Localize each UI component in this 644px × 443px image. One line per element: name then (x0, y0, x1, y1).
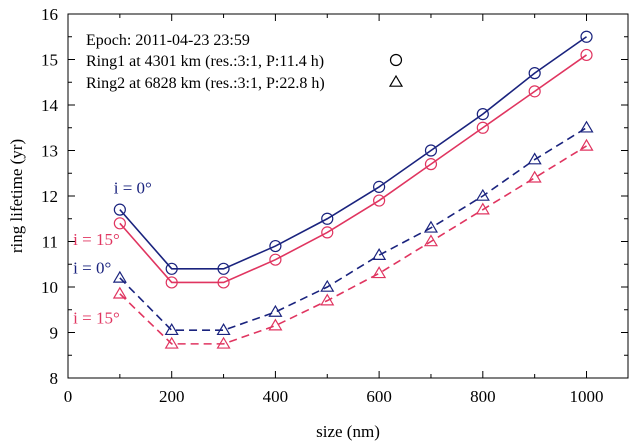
x-tick-label: 200 (159, 387, 185, 406)
series-group (112, 30, 594, 349)
triangle-marker (388, 74, 404, 87)
inclination-label: i = 0° (114, 179, 152, 198)
triangle-marker (372, 266, 387, 279)
triangle-marker (216, 336, 231, 349)
triangle-marker (320, 279, 335, 292)
x-axis-title: size (nm) (316, 422, 380, 441)
triangle-marker (268, 304, 283, 317)
circle-marker (528, 85, 541, 98)
y-tick-label: 9 (50, 324, 59, 343)
triangle-marker (268, 318, 283, 331)
inclination-label: i = 15° (73, 230, 120, 249)
triangle-marker (320, 293, 335, 306)
circle-marker (269, 253, 282, 266)
triangle-marker (475, 202, 490, 215)
triangle-marker (216, 323, 231, 336)
triangle-marker (527, 152, 542, 165)
triangle-marker (527, 170, 542, 183)
triangle-marker (475, 188, 490, 201)
series-ring1-i15 (113, 48, 593, 289)
triangle-marker (423, 234, 439, 247)
legend-entry-label: Ring2 at 6828 km (res.:3:1, P:22.8 h) (86, 75, 325, 92)
circle-marker (528, 67, 541, 80)
y-tick-label: 13 (41, 142, 58, 161)
series-line (119, 54, 587, 284)
circle-marker (113, 217, 126, 230)
circle-marker (373, 194, 386, 207)
circle-marker (424, 158, 438, 171)
y-tick-label: 11 (42, 233, 58, 252)
legend: Epoch: 2011-04-23 23:59 Ring1 at 4301 km … (86, 32, 404, 92)
circle-marker (217, 262, 230, 275)
circle-marker (321, 226, 334, 239)
series-ring2-i0 (112, 120, 594, 336)
circle-marker (580, 30, 593, 43)
y-tick-label: 12 (41, 187, 58, 206)
series-line (119, 127, 587, 332)
series-line (119, 36, 587, 270)
axis-ticks: 0 200 400 600 800 1000 8 9 10 11 12 13 14 15 16 (41, 5, 628, 406)
x-tick-label: 600 (366, 387, 392, 406)
y-tick-label: 14 (41, 96, 59, 115)
triangle-marker (112, 270, 127, 283)
series-ring1-i0 (113, 30, 593, 275)
circle-marker (424, 144, 438, 157)
series-ring2-i15 (112, 138, 594, 349)
circle-marker (165, 276, 178, 289)
circle-marker (113, 203, 126, 216)
legend-entry-label: Ring1 at 4301 km (res.:3:1, P:11.4 h) (86, 53, 324, 70)
y-tick-label: 15 (41, 51, 58, 70)
circle-marker (389, 53, 403, 67)
x-tick-label: 1000 (570, 387, 604, 406)
y-axis-title: ring lifetime (yr) (7, 139, 26, 253)
inclination-label: i = 15° (73, 308, 120, 327)
x-tick-label: 400 (263, 387, 289, 406)
y-tick-label: 16 (41, 5, 58, 24)
circle-marker (476, 107, 489, 121)
circle-marker (165, 262, 178, 275)
triangle-marker (423, 220, 439, 233)
x-tick-label: 0 (64, 387, 73, 406)
triangle-marker (164, 336, 179, 349)
circle-marker (269, 239, 282, 253)
circle-marker (476, 121, 489, 134)
annotations: i = 0° i = 15° i = 0° i = 15° (73, 179, 152, 328)
series-line (119, 145, 587, 345)
circle-marker (217, 276, 230, 289)
legend-epoch: Epoch: 2011-04-23 23:59 (86, 32, 250, 49)
y-tick-label: 8 (50, 369, 59, 388)
circle-marker (321, 212, 334, 225)
circle-marker (580, 48, 593, 62)
triangle-marker (579, 138, 594, 151)
circle-marker (373, 180, 386, 193)
y-tick-label: 10 (41, 278, 58, 297)
x-tick-label: 800 (470, 387, 496, 406)
triangle-marker (372, 247, 387, 260)
inclination-label: i = 0° (73, 258, 111, 277)
triangle-marker (164, 323, 179, 336)
triangle-marker (579, 120, 594, 133)
triangle-marker (112, 286, 127, 299)
